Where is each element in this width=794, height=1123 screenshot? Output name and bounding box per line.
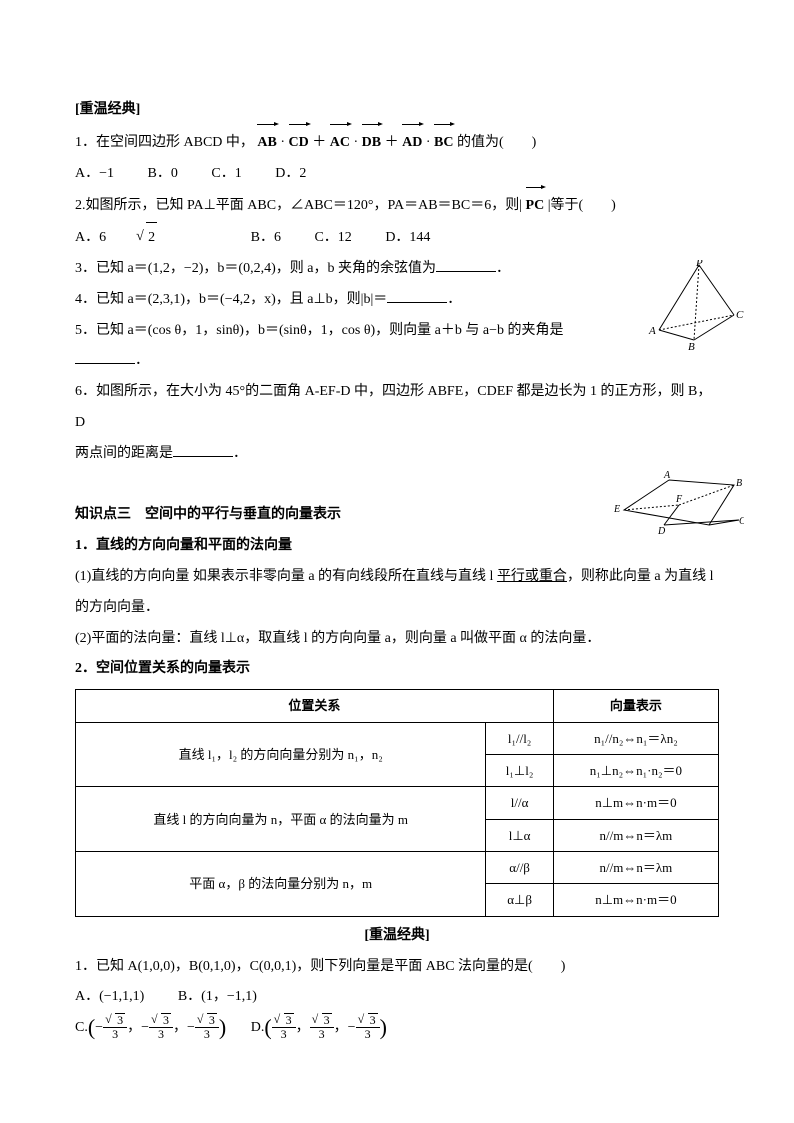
cell-r3av: n//m⇔n＝λm bbox=[553, 852, 718, 884]
vec-cd: CD bbox=[289, 126, 309, 159]
vec-bc: BC bbox=[434, 126, 453, 159]
question-2: 2.如图所示，已知 PA⊥平面 ABC，∠ABC＝120°，PA＝AB＝BC＝6… bbox=[75, 189, 719, 222]
cell-r3a: α//β bbox=[486, 852, 553, 884]
q2-choice-c: C．12 bbox=[314, 223, 351, 254]
question-7: 1．已知 A(1,0,0)，B(0,1,0)，C(0,0,1)，则下列向量是平面… bbox=[75, 952, 719, 983]
q2-choice-b: B．6 bbox=[251, 223, 281, 254]
question-4: 4．已知 a＝(2,3,1)，b＝(−4,2，x)，且 a⊥b，则|b|＝． bbox=[75, 285, 719, 316]
cell-r3: 平面 α，β 的法向量分别为 n，m bbox=[76, 852, 486, 917]
blank-3 bbox=[436, 258, 496, 272]
figure-dihedral: A B E F D C bbox=[614, 470, 744, 540]
section-header-1: [重温经典] bbox=[75, 95, 719, 126]
cell-r1: 直线 l₁，l₂ 的方向向量分别为 n₁，n₂ bbox=[76, 722, 486, 787]
kp3-s2: 2．空间位置关系的向量表示 bbox=[75, 654, 719, 685]
vec-ad: AD bbox=[402, 126, 422, 159]
q1-suffix: 的值为( ) bbox=[457, 135, 536, 150]
q7-choice-d: D.(33，33，−33) bbox=[251, 1020, 387, 1035]
blank-6 bbox=[173, 443, 233, 457]
q1-choice-d: D．2 bbox=[275, 159, 306, 190]
cell-r2a: l//α bbox=[486, 787, 553, 819]
cell-r1av: n₁//n₂⇔n₁＝λn₂ bbox=[553, 722, 718, 754]
vec-ab: AB bbox=[257, 126, 276, 159]
vector-table: 位置关系 向量表示 直线 l₁，l₂ 的方向向量分别为 n₁，n₂ l₁//l₂… bbox=[75, 689, 719, 917]
cell-r1a: l₁//l₂ bbox=[486, 722, 553, 754]
svg-text:C: C bbox=[736, 309, 744, 321]
cell-r2bv: n//m⇔n＝λm bbox=[553, 819, 718, 851]
q1-choice-a: A．−1 bbox=[75, 159, 114, 190]
cell-r3bv: n⊥m⇔n·m＝0 bbox=[553, 884, 718, 916]
q2-choice-a: A．62 bbox=[75, 222, 217, 254]
blank-5 bbox=[75, 350, 135, 364]
cell-r1b: l₁⊥l₂ bbox=[486, 754, 553, 786]
cell-r2b: l⊥α bbox=[486, 819, 553, 851]
q1-choices: A．−1 B．0 C．1 D．2 bbox=[75, 159, 719, 190]
question-5b: ． bbox=[75, 346, 719, 377]
svg-text:E: E bbox=[614, 504, 620, 515]
table-row: 平面 α，β 的法向量分别为 n，m α//β n//m⇔n＝λm bbox=[76, 852, 719, 884]
question-1: 1．在空间四边形 ABCD 中， AB · CD ＋ AC · DB ＋ AD … bbox=[75, 126, 719, 159]
th-vector: 向量表示 bbox=[553, 690, 718, 722]
blank-4 bbox=[387, 289, 447, 303]
kp3-s1-1c: 的方向向量． bbox=[75, 593, 719, 624]
svg-text:B: B bbox=[736, 478, 742, 489]
cell-r3b: α⊥β bbox=[486, 884, 553, 916]
svg-text:D: D bbox=[657, 526, 666, 537]
svg-text:A: A bbox=[663, 470, 671, 481]
q7-choice-a: A．(−1,1,1) bbox=[75, 982, 144, 1013]
table-row: 直线 l 的方向向量为 n，平面 α 的法向量为 m l//α n⊥m⇔n·m＝… bbox=[76, 787, 719, 819]
cell-r1bv: n₁⊥n₂⇔n₁·n₂＝0 bbox=[553, 754, 718, 786]
q2-text-b: |等于( ) bbox=[544, 198, 616, 213]
q7-choice-c: C.(−33，−33，−33) bbox=[75, 1020, 230, 1035]
question-5: 5．已知 a＝(cos θ，1，sinθ)，b＝(sinθ，1，cos θ)，则… bbox=[75, 316, 719, 347]
question-6-l2: 两点间的距离是． bbox=[75, 439, 719, 470]
q1-choice-c: C．1 bbox=[211, 159, 241, 190]
table-header-row: 位置关系 向量表示 bbox=[76, 690, 719, 722]
q1-choice-b: B．0 bbox=[148, 159, 178, 190]
q2-choices: A．62 B．6 C．12 D．144 bbox=[75, 222, 719, 254]
kp3-s1-1: (1)直线的方向向量 如果表示非零向量 a 的有向线段所在直线与直线 l 平行或… bbox=[75, 562, 719, 593]
svg-text:C: C bbox=[739, 516, 744, 527]
q7-choices-ab: A．(−1,1,1) B．(1，−1,1) bbox=[75, 982, 719, 1013]
q1-prefix: 1．在空间四边形 ABCD 中， bbox=[75, 135, 254, 150]
cell-r2av: n⊥m⇔n·m＝0 bbox=[553, 787, 718, 819]
kp3-s1-2: (2)平面的法向量：直线 l⊥α，取直线 l 的方向向量 a，则向量 a 叫做平… bbox=[75, 624, 719, 655]
q2-choice-d: D．144 bbox=[385, 223, 430, 254]
table-row: 直线 l₁，l₂ 的方向向量分别为 n₁，n₂ l₁//l₂ n₁//n₂⇔n₁… bbox=[76, 722, 719, 754]
th-position: 位置关系 bbox=[76, 690, 554, 722]
cell-r2: 直线 l 的方向向量为 n，平面 α 的法向量为 m bbox=[76, 787, 486, 852]
q2-text-a: 2.如图所示，已知 PA⊥平面 ABC，∠ABC＝120°，PA＝AB＝BC＝6… bbox=[75, 198, 526, 213]
question-3: 3．已知 a＝(1,2，−2)，b＝(0,2,4)，则 a，b 夹角的余弦值为． bbox=[75, 254, 719, 285]
question-6-l1: 6．如图所示，在大小为 45°的二面角 A-EF-D 中，四边形 ABFE，CD… bbox=[75, 377, 719, 439]
kp3-underline: 平行或重合 bbox=[497, 569, 567, 584]
vec-ac: AC bbox=[330, 126, 350, 159]
q7-choice-b: B．(1，−1,1) bbox=[178, 982, 257, 1013]
q7-choices-cd: C.(−33，−33，−33) D.(33，33，−33) bbox=[75, 1013, 719, 1041]
svg-text:F: F bbox=[675, 494, 683, 505]
vec-db: DB bbox=[362, 126, 381, 159]
vec-pc: PC bbox=[526, 189, 545, 222]
section-header-2: [重温经典] bbox=[75, 921, 719, 952]
